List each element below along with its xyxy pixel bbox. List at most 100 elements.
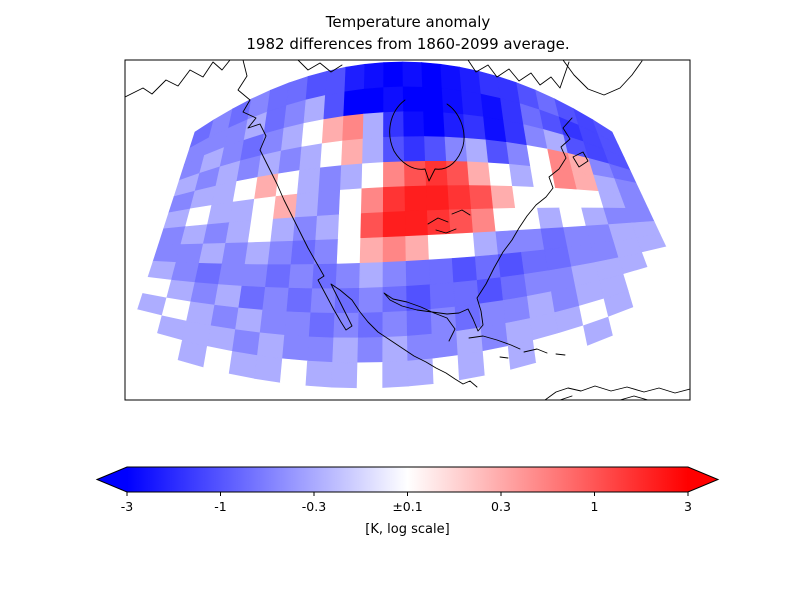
heatmap-cell <box>472 231 499 258</box>
heatmap-cell <box>382 360 409 388</box>
heatmap-cell <box>363 87 385 115</box>
heatmap-cell <box>453 280 480 308</box>
heatmap-cell <box>485 139 510 165</box>
heatmap-cell <box>405 235 430 262</box>
heatmap-cell <box>430 306 457 335</box>
heatmap-cell <box>512 186 538 209</box>
coastline-path <box>544 385 690 400</box>
colorbar-max-arrow <box>688 467 718 492</box>
colorbar-tick-label-5: 1 <box>591 499 599 514</box>
colorbar-ticks <box>126 492 689 496</box>
heatmap-cell <box>382 211 407 238</box>
heatmap-cell <box>344 63 366 93</box>
coastline-path <box>467 60 570 89</box>
coastline-path <box>572 151 589 168</box>
heatmap-cell <box>402 86 424 113</box>
heatmap-cell <box>357 312 384 339</box>
heatmap-cell <box>402 61 423 88</box>
heatmap-cell <box>461 90 484 118</box>
heatmap-cell <box>454 303 482 332</box>
colorbar-axis-label: [K, log scale] <box>365 522 449 537</box>
coastline-path <box>468 335 566 359</box>
heatmap-cell <box>429 282 456 310</box>
heatmap-cell <box>382 310 408 338</box>
heatmap-cell <box>404 210 429 237</box>
heatmap-cell <box>382 186 406 213</box>
heatmap-cell <box>493 208 519 233</box>
heatmap-cell <box>316 189 341 217</box>
heatmap-cell <box>308 312 336 339</box>
heatmap-cell <box>288 264 315 290</box>
heatmap-cell <box>403 111 425 138</box>
heatmap-cell <box>334 287 360 314</box>
coastline-path <box>383 117 573 342</box>
heatmap-cell <box>341 138 364 166</box>
heatmap-cell <box>403 136 426 163</box>
heatmap-cell <box>198 243 227 265</box>
heatmap-cell <box>190 282 219 306</box>
heatmap-cell <box>382 261 407 288</box>
heatmap-cell <box>383 61 404 88</box>
heatmap-cell <box>362 137 384 165</box>
heatmap-cell <box>441 88 464 115</box>
heatmap-cell <box>217 263 246 287</box>
heatmap-cell <box>463 114 487 141</box>
heatmap-cell <box>336 238 362 265</box>
heatmap-cell <box>447 185 472 211</box>
colorbar-tick-label-0: -3 <box>121 499 133 514</box>
heatmap-cell <box>301 119 325 148</box>
heatmap-cell <box>325 66 347 96</box>
heatmap-cell <box>320 140 343 169</box>
heatmap-cell <box>241 264 269 288</box>
heatmap-cell <box>540 227 569 251</box>
heatmap-cell <box>170 262 200 283</box>
heatmap-cell <box>272 193 298 220</box>
heatmap-cell <box>360 212 384 239</box>
coastlines <box>125 60 690 400</box>
heatmap-cell <box>279 358 308 386</box>
heatmap-cell <box>495 230 522 256</box>
coastline-path <box>297 60 343 73</box>
heatmap-cell <box>357 337 384 364</box>
heatmap-cell <box>356 362 384 389</box>
heatmap-cell <box>294 191 320 218</box>
heatmap-cell <box>383 111 405 138</box>
colorbar-tick-label-4: 0.3 <box>491 499 511 514</box>
heatmap-cell <box>405 259 431 287</box>
heatmap-cell <box>315 214 340 241</box>
coastline-path <box>237 60 478 388</box>
heatmap-cell <box>406 309 433 337</box>
heatmap-cell <box>331 362 359 389</box>
heatmap-cell <box>360 187 384 214</box>
heatmap-cell <box>407 358 435 387</box>
coastline-path <box>389 99 465 182</box>
heatmap-cell <box>440 63 462 92</box>
colorbar-tick-label-3: ±0.1 <box>392 499 422 514</box>
heatmap-cell <box>290 239 317 266</box>
heatmap-cell <box>425 160 449 187</box>
colorbar-tick-label-6: 3 <box>684 499 692 514</box>
heatmap-cell <box>247 218 274 244</box>
heatmap-cell <box>483 116 508 143</box>
heatmap-cell <box>497 252 525 278</box>
heatmap-cell <box>383 86 404 113</box>
heatmap-cell <box>332 337 359 364</box>
heatmap-cell <box>426 185 450 212</box>
heatmap-cell <box>307 336 335 363</box>
heatmap-cell <box>225 220 252 244</box>
heatmap-cell <box>313 239 339 265</box>
heatmap-cell <box>404 185 428 212</box>
heatmap-cell <box>467 161 492 187</box>
coastline-path <box>427 209 471 234</box>
heatmap-cell <box>537 207 565 230</box>
figure-title: Temperature anomaly <box>325 13 491 31</box>
heatmap-cell <box>221 242 249 265</box>
heatmap-cell <box>333 312 360 339</box>
heatmap-cell <box>359 237 384 264</box>
heatmap-cell <box>299 143 323 172</box>
heatmap-cell <box>457 350 486 381</box>
heatmap-cell <box>286 287 313 314</box>
heatmap-cell <box>254 173 280 200</box>
heatmap-cell <box>235 307 264 334</box>
